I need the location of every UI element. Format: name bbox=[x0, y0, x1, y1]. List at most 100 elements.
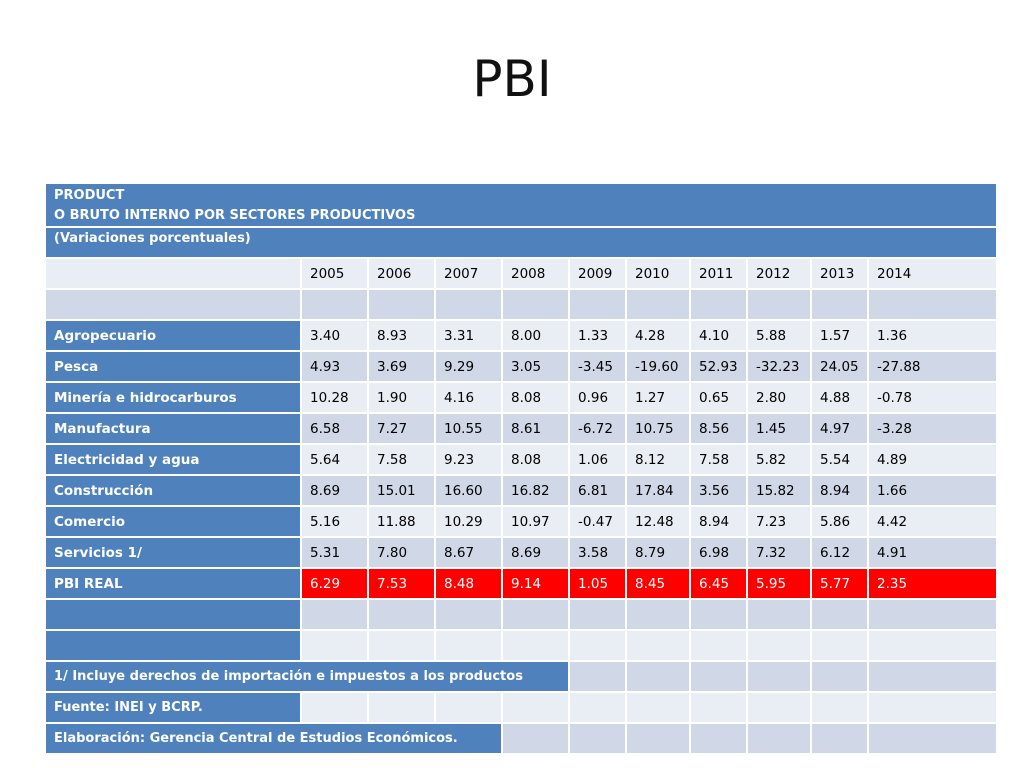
empty-cell bbox=[866, 629, 999, 662]
empty-cell bbox=[625, 691, 691, 724]
empty-cell bbox=[625, 288, 691, 321]
empty-cell bbox=[689, 598, 748, 631]
value-cell: 10.55 bbox=[434, 412, 503, 445]
empty-cell bbox=[568, 629, 627, 662]
value-cell: 8.94 bbox=[689, 505, 748, 538]
value-cell: -6.72 bbox=[568, 412, 627, 445]
empty-cell bbox=[625, 629, 691, 662]
empty-cell bbox=[367, 629, 436, 662]
value-cell: 6.98 bbox=[689, 536, 748, 569]
empty-cell bbox=[866, 288, 999, 321]
total-value-cell: 2.35 bbox=[866, 567, 999, 600]
slide-title: PBI bbox=[472, 50, 552, 108]
empty-label-cell bbox=[44, 629, 302, 662]
total-label: PBI REAL bbox=[44, 567, 302, 600]
empty-cell bbox=[689, 722, 748, 755]
total-value-cell: 5.95 bbox=[746, 567, 812, 600]
elaboration-note: Elaboración: Gerencia Central de Estudio… bbox=[44, 722, 503, 755]
value-cell: 5.82 bbox=[746, 443, 812, 476]
value-cell: 1.27 bbox=[625, 381, 691, 414]
value-cell: 17.84 bbox=[625, 474, 691, 507]
value-cell: 3.40 bbox=[300, 319, 369, 352]
empty-cell bbox=[625, 598, 691, 631]
empty-cell bbox=[568, 288, 627, 321]
row-label: Servicios 1/ bbox=[44, 536, 302, 569]
year-header-cell: 2012 bbox=[746, 257, 812, 290]
value-cell: 5.16 bbox=[300, 505, 369, 538]
empty-cell bbox=[866, 722, 999, 755]
value-cell: 1.33 bbox=[568, 319, 627, 352]
value-cell: -0.78 bbox=[866, 381, 999, 414]
empty-cell bbox=[501, 288, 570, 321]
value-cell: -27.88 bbox=[866, 350, 999, 383]
table-row: Agropecuario 3.40 8.93 3.31 8.00 1.33 4.28 4.10… bbox=[44, 319, 999, 352]
value-cell: 7.80 bbox=[367, 536, 436, 569]
year-header-cell: 2006 bbox=[367, 257, 436, 290]
value-cell: 7.58 bbox=[367, 443, 436, 476]
empty-cell bbox=[866, 660, 999, 693]
empty-cell bbox=[746, 598, 812, 631]
value-cell: 4.93 bbox=[300, 350, 369, 383]
row-label: Electricidad y agua bbox=[44, 443, 302, 476]
pbi-table: PRODUCT O BRUTO INTERNO POR SECTORES PRO… bbox=[43, 182, 999, 755]
value-cell: -3.28 bbox=[866, 412, 999, 445]
value-cell: 1.66 bbox=[866, 474, 999, 507]
row-label: Comercio bbox=[44, 505, 302, 538]
value-cell: 5.31 bbox=[300, 536, 369, 569]
year-header-cell: 2008 bbox=[501, 257, 570, 290]
empty-cell bbox=[625, 660, 691, 693]
row-label: Minería e hidrocarburos bbox=[44, 381, 302, 414]
table-row: Construcción 8.69 15.01 16.60 16.82 6.81 17.84… bbox=[44, 474, 999, 507]
empty-label-cell bbox=[44, 598, 302, 631]
year-header-cell: 2009 bbox=[568, 257, 627, 290]
value-cell: 8.69 bbox=[501, 536, 570, 569]
value-cell: 4.16 bbox=[434, 381, 503, 414]
value-cell: 1.36 bbox=[866, 319, 999, 352]
empty-cell bbox=[568, 691, 627, 724]
value-cell: 4.91 bbox=[866, 536, 999, 569]
value-cell: 15.01 bbox=[367, 474, 436, 507]
value-cell: 52.93 bbox=[689, 350, 748, 383]
value-cell: 4.10 bbox=[689, 319, 748, 352]
value-cell: 1.90 bbox=[367, 381, 436, 414]
value-cell: 10.97 bbox=[501, 505, 570, 538]
value-cell: 1.06 bbox=[568, 443, 627, 476]
value-cell: 8.79 bbox=[625, 536, 691, 569]
value-cell: 6.12 bbox=[810, 536, 869, 569]
value-cell: 6.81 bbox=[568, 474, 627, 507]
empty-cell bbox=[689, 660, 748, 693]
empty-cell bbox=[501, 629, 570, 662]
value-cell: 8.08 bbox=[501, 443, 570, 476]
empty-cell bbox=[810, 691, 869, 724]
empty-cell bbox=[300, 288, 369, 321]
empty-cell bbox=[367, 288, 436, 321]
table-row: Servicios 1/5.31 7.80 8.67 8.69 3.58 8.79 6.98… bbox=[44, 536, 999, 569]
empty-cell bbox=[300, 598, 369, 631]
empty-cell bbox=[810, 629, 869, 662]
total-row: PBI REAL 6.29 7.53 8.48 9.14 1.05 8.45 6.45 5.95… bbox=[44, 567, 999, 600]
footnote: 1/ Incluye derechos de importación e imp… bbox=[44, 660, 570, 693]
empty-cell bbox=[746, 288, 812, 321]
value-cell: -3.45 bbox=[568, 350, 627, 383]
empty-cell bbox=[300, 629, 369, 662]
table-row: Pesca 4.93 3.69 9.29 3.05 -3.45 -19.60 52.93 -32… bbox=[44, 350, 999, 383]
value-cell: -32.23 bbox=[746, 350, 812, 383]
value-cell: 0.65 bbox=[689, 381, 748, 414]
empty-cell bbox=[568, 598, 627, 631]
value-cell: 1.57 bbox=[810, 319, 869, 352]
value-cell: 3.58 bbox=[568, 536, 627, 569]
empty-cell bbox=[367, 598, 436, 631]
value-cell: 10.28 bbox=[300, 381, 369, 414]
empty-cell bbox=[689, 691, 748, 724]
value-cell: 7.23 bbox=[746, 505, 812, 538]
value-cell: 8.00 bbox=[501, 319, 570, 352]
value-cell: 16.82 bbox=[501, 474, 570, 507]
value-cell: 15.82 bbox=[746, 474, 812, 507]
value-cell: 16.60 bbox=[434, 474, 503, 507]
empty-cell bbox=[866, 691, 999, 724]
total-value-cell: 6.45 bbox=[689, 567, 748, 600]
value-cell: 4.89 bbox=[866, 443, 999, 476]
table-row: Comercio 5.16 11.88 10.29 10.97 -0.47 12.48 8.9… bbox=[44, 505, 999, 538]
total-value-cell: 8.45 bbox=[625, 567, 691, 600]
empty-cell bbox=[810, 660, 869, 693]
